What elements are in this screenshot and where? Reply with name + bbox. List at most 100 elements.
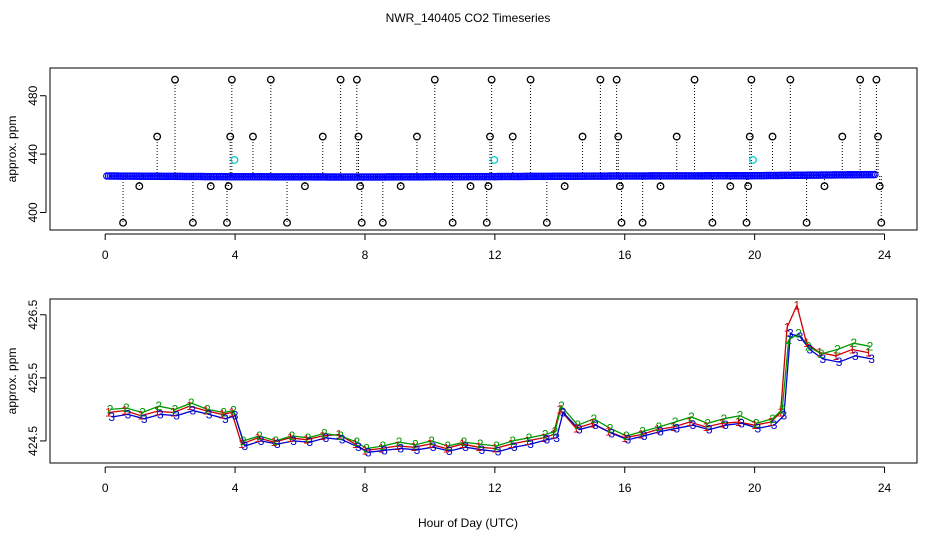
series-3-marker: 3 [365,445,372,459]
series-1-marker: 1 [271,435,278,449]
series-2-marker: 2 [737,409,744,423]
outlier-data-point [877,218,886,227]
series-3-marker: 3 [690,418,697,432]
series-1-marker: 1 [443,441,450,455]
outlier-data-point [820,182,829,191]
series-1-marker: 1 [654,423,661,437]
series-1-marker: 1 [186,399,193,413]
top-x-tick-label: 24 [878,248,892,262]
outlier-data-point [226,132,235,141]
outlier-data-point [354,132,363,141]
series-1-marker: 1 [203,404,210,418]
series-1-marker: 1 [794,298,801,312]
series-1-marker: 1 [803,336,810,350]
series-1-marker: 1 [105,406,112,420]
series-2-marker: 2 [477,437,484,451]
series-1-marker: 1 [605,424,612,438]
series-1-marker: 1 [303,433,310,447]
series-3-marker: 3 [462,440,469,454]
outlier-data-point [726,182,735,191]
series-2-marker: 2 [204,402,211,416]
outlier-data-point [482,218,491,227]
outlier-data-point [352,75,361,84]
series-1-marker: 1 [816,346,823,360]
top-y-tick-label: 400 [26,202,40,222]
outlier-data-point [248,132,257,141]
series-3-marker: 3 [527,437,534,451]
series-3-marker: 3 [125,407,132,421]
top-plot-marks [103,75,886,227]
outlier-data-point [135,182,144,191]
top-y-tick-label: 480 [26,85,40,105]
series-1-marker: 1 [540,431,547,445]
series-1-marker: 1 [784,320,791,334]
series-1-marker: 1 [254,431,261,445]
series-3-marker: 3 [576,423,583,437]
series-2-marker: 2 [639,424,646,438]
series-3-marker: 3 [781,409,788,423]
outlier-data-point [336,75,345,84]
series-3-marker: 3 [108,410,115,424]
series-3-marker: 3 [771,418,778,432]
series-1-marker: 1 [556,402,563,416]
outlier-data-point [708,218,717,227]
series-1-marker: 1 [378,441,385,455]
series-1-marker: 1 [170,406,177,420]
outlier-data-point [612,75,621,84]
series-3-marker: 3 [806,342,813,356]
series-2-marker: 2 [305,431,312,445]
top-x-tick-label: 0 [102,248,109,262]
outlier-data-point [872,75,881,84]
top-y-tick-label: 440 [26,144,40,164]
series-1-marker: 1 [751,418,758,432]
series-2-marker: 2 [155,399,162,413]
series-3-marker: 3 [241,439,248,453]
series-3-marker: 3 [446,444,453,458]
series-2-marker: 2 [444,439,451,453]
series-1-marker: 1 [865,346,872,360]
series-1-marker: 1 [138,409,145,423]
outlier-data-point [266,75,275,84]
series-1-marker: 1 [336,428,343,442]
series-1-marker: 1 [524,434,531,448]
series-1-marker: 1 [589,416,596,430]
series-3-marker: 3 [355,440,362,454]
outlier-data-point [412,132,421,141]
outlier-data-point [617,218,626,227]
outlier-data-point [318,132,327,141]
outlier-data-point [227,75,236,84]
outlier-data-point [300,182,309,191]
series-2-marker: 2 [704,416,711,430]
outlier-data-point [742,218,751,227]
series-3-marker: 3 [819,352,826,366]
series-1-marker: 1 [121,404,128,418]
outlier-data-point [690,75,699,84]
bottom-x-tick-label: 24 [878,481,892,495]
outlier-data-point [378,218,387,227]
bottom-plot-frame [49,298,918,464]
series-3-marker: 3 [290,434,297,448]
top-x-tick-label: 16 [618,248,632,262]
outlier-data-point [638,218,647,227]
outlier-data-point [542,218,551,227]
series-1-marker: 1 [287,431,294,445]
series-1-marker: 1 [573,421,580,435]
series-1-marker: 1 [768,415,775,429]
series-2-marker: 2 [107,402,114,416]
series-3-marker: 3 [339,433,346,447]
blue-data-point [871,170,879,179]
series-3-marker: 3 [868,352,875,366]
series-2-marker: 2 [321,426,328,440]
series-3-marker: 3 [414,443,421,457]
bottom-x-tick-label: 8 [362,481,369,495]
bottom-y-axis: 424.5 425.5 426.5 [26,299,47,456]
series-2-marker: 2 [509,434,516,448]
series-2-marker: 2 [493,439,500,453]
series-2-marker: 2 [379,439,386,453]
outlier-data-point [614,132,623,141]
series-1-marker: 1 [703,420,710,434]
series-2-marker: 2 [769,412,776,426]
series-3-marker: 3 [157,407,164,421]
series-3-marker: 3 [397,441,404,455]
